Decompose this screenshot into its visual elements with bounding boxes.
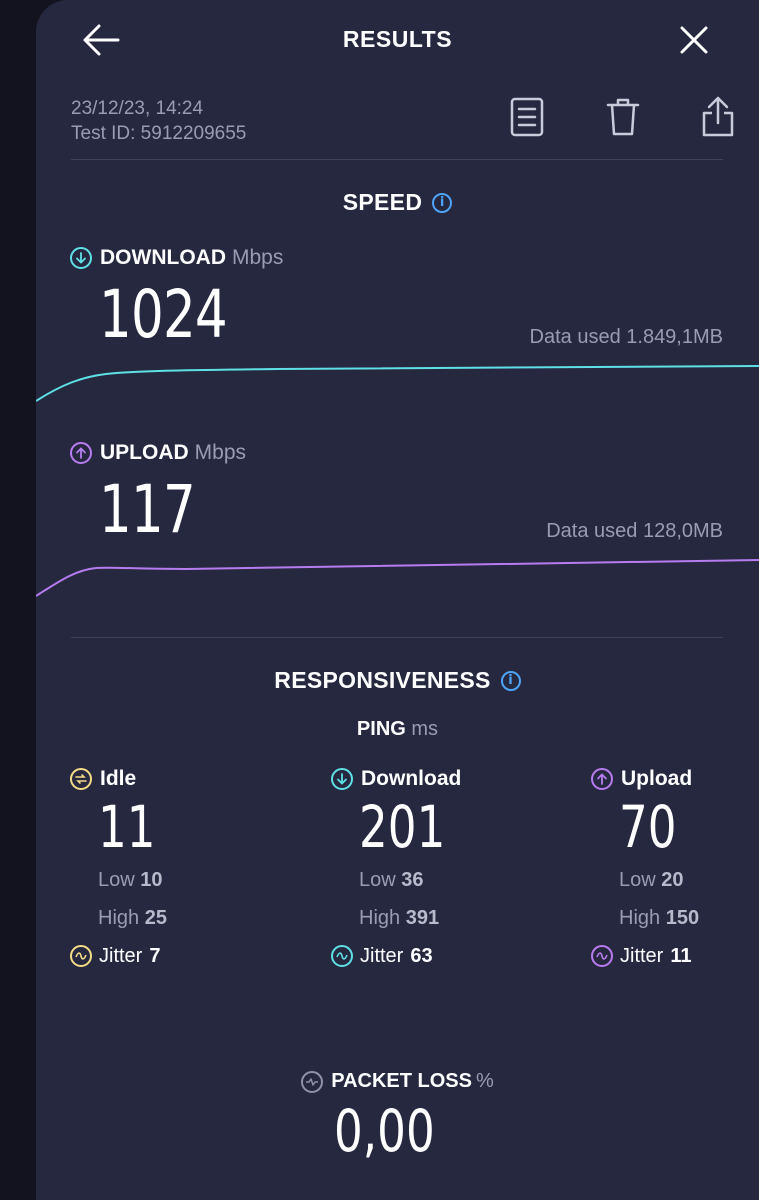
ping-download-low: Low 36	[359, 869, 424, 891]
packet-loss-icon	[301, 1070, 324, 1093]
results-sheet: RESULTS 23/12/23, 14:24 Test ID: 5912209…	[36, 0, 759, 1200]
upload-value: 117	[99, 471, 196, 548]
ping-upload-title: Upload	[621, 767, 693, 790]
page-title: RESULTS	[342, 26, 453, 52]
close-icon	[680, 26, 708, 54]
info-icon[interactable]: i	[432, 192, 453, 213]
responsiveness-title: RESPONSIVENESS	[274, 667, 491, 693]
ping-upload-jitter: Jitter 11	[591, 937, 759, 975]
arrow-left-icon	[83, 24, 120, 56]
share-button[interactable]	[696, 93, 740, 139]
ping-download-high: High 391	[359, 907, 440, 929]
download-label: DOWNLOAD Mbps	[70, 246, 283, 270]
speed-title: SPEED	[342, 189, 423, 215]
test-meta: 23/12/23, 14:24 Test ID: 5912209655	[71, 96, 246, 146]
ping-upload-high: High 150	[619, 907, 700, 929]
upload-label: UPLOAD Mbps	[70, 441, 246, 465]
info-icon[interactable]: i	[500, 670, 521, 691]
ping-idle-label: Idle	[70, 767, 300, 791]
test-id: Test ID: 5912209655	[71, 123, 247, 144]
upload-arrow-icon	[70, 442, 92, 464]
ping-download-title: Download	[361, 767, 462, 790]
jitter-icon	[70, 945, 92, 967]
upload-data-used: Data used 128,0MB	[546, 520, 723, 542]
ping-upload-label: Upload	[591, 767, 759, 791]
packet-loss-label: PACKET LOSS %	[36, 1070, 759, 1093]
upload-title: UPLOAD	[100, 441, 189, 464]
details-button[interactable]	[506, 95, 548, 139]
upload-speed-graph	[36, 559, 759, 597]
packet-loss-title: PACKET LOSS	[331, 1070, 472, 1092]
divider	[71, 159, 723, 160]
document-icon	[510, 97, 544, 137]
close-button[interactable]	[675, 22, 713, 58]
ping-unit: ms	[411, 718, 439, 740]
ping-download-column: Download 201 Low 36 High 391 Jitter 63	[331, 767, 561, 975]
upload-unit: Mbps	[194, 441, 247, 464]
upload-arrow-icon	[591, 768, 613, 790]
download-unit: Mbps	[231, 246, 284, 269]
back-button[interactable]	[80, 20, 122, 60]
packet-loss-unit: %	[475, 1070, 494, 1092]
ping-idle-title: Idle	[100, 767, 137, 790]
download-speed-graph	[36, 365, 759, 402]
divider	[71, 637, 723, 638]
ping-upload-column: Upload 70 Low 20 High 150 Jitter 11	[591, 767, 759, 975]
speed-section-title: SPEED i	[36, 189, 759, 216]
ping-upload-low: Low 20	[619, 869, 684, 891]
idle-icon	[70, 768, 92, 790]
download-arrow-icon	[331, 768, 353, 790]
ping-idle-value: 11	[98, 793, 156, 861]
ping-download-label: Download	[331, 767, 561, 791]
delete-button[interactable]	[601, 95, 645, 139]
ping-download-value: 201	[359, 793, 446, 861]
ping-idle-high: High 25	[98, 907, 167, 929]
share-icon	[702, 96, 734, 137]
ping-idle-low: Low 10	[98, 869, 163, 891]
trash-icon	[606, 98, 640, 136]
jitter-icon	[331, 945, 353, 967]
ping-title: PING	[356, 718, 406, 740]
test-datetime: 23/12/23, 14:24	[71, 98, 204, 119]
responsiveness-section-title: RESPONSIVENESS i	[36, 667, 759, 694]
ping-label: PING ms	[36, 718, 759, 741]
download-value: 1024	[99, 276, 228, 353]
download-data-used: Data used 1.849,1MB	[529, 326, 723, 348]
jitter-icon	[591, 945, 613, 967]
download-title: DOWNLOAD	[100, 246, 226, 269]
ping-idle-jitter: Jitter 7	[70, 937, 300, 975]
ping-upload-value: 70	[619, 793, 677, 861]
download-arrow-icon	[70, 247, 92, 269]
ping-idle-column: Idle 11 Low 10 High 25 Jitter 7	[70, 767, 300, 975]
packet-loss-value: 0,00	[334, 1097, 435, 1165]
ping-download-jitter: Jitter 63	[331, 937, 561, 975]
